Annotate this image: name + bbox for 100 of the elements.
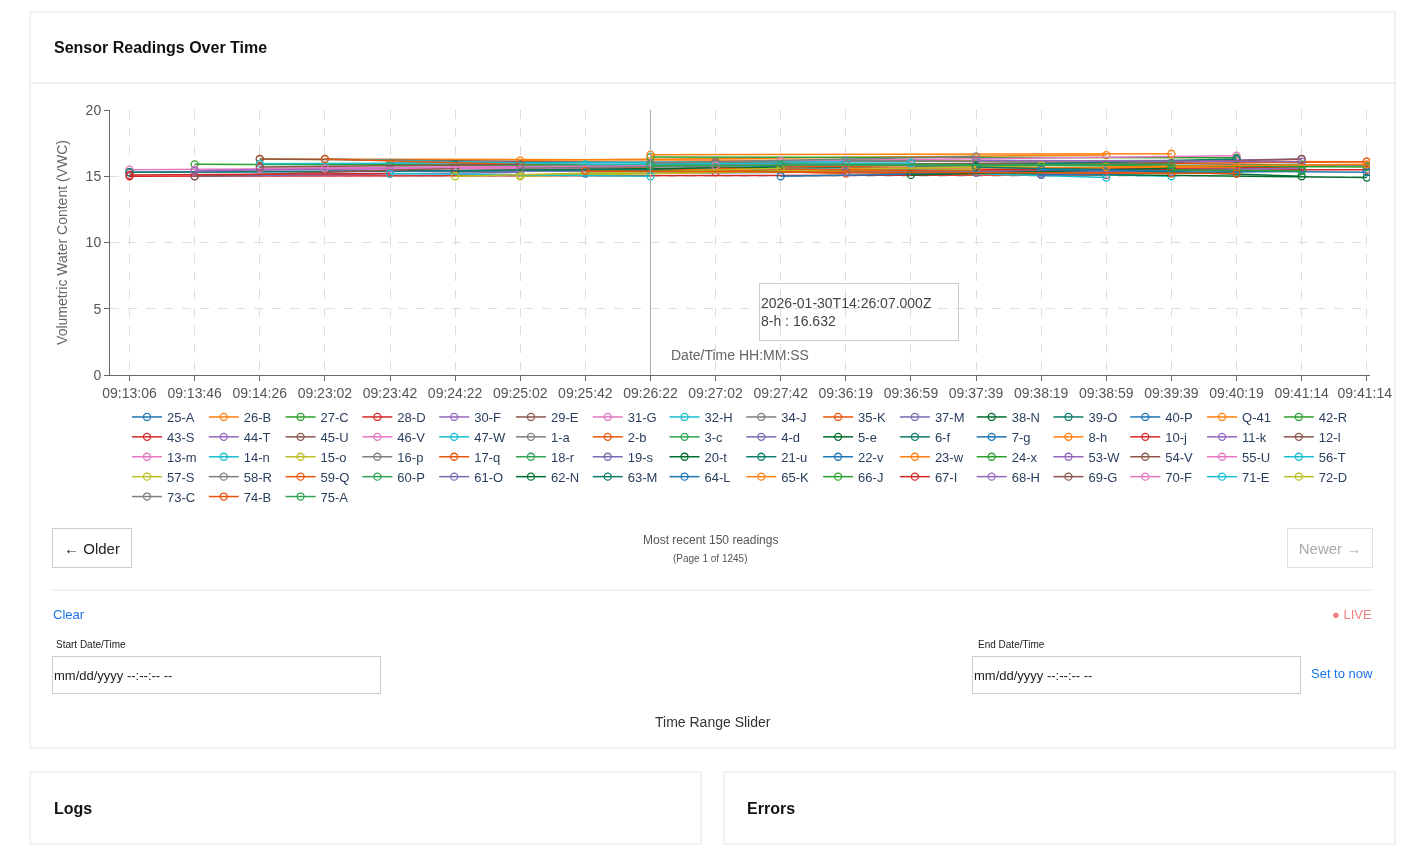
legend-label: 15-o bbox=[320, 449, 347, 465]
legend-label: 57-S bbox=[167, 469, 195, 485]
text: mm/dd/yyyy --:--:-- -- bbox=[974, 667, 1093, 683]
chart-title: Sensor Readings Over Time bbox=[54, 38, 268, 56]
legend-label: 66-J bbox=[858, 469, 884, 485]
legend-label: 27-C bbox=[320, 410, 349, 426]
y-tick-label: 20 bbox=[85, 101, 102, 118]
text: ← Older bbox=[64, 539, 120, 557]
legend-label: 13-m bbox=[167, 449, 197, 465]
x-tick-label: 09:13:06 bbox=[102, 384, 157, 401]
legend-label: 23-w bbox=[934, 449, 964, 465]
legend-label: 34-J bbox=[781, 410, 807, 426]
legend-label: 55-U bbox=[1242, 449, 1271, 465]
legend-label: 30-F bbox=[474, 410, 501, 426]
legend-label: 21-u bbox=[781, 449, 808, 465]
legend-label: 38-N bbox=[1011, 410, 1040, 426]
legend-label: 46-V bbox=[397, 429, 426, 445]
legend-label: 56-T bbox=[1318, 449, 1346, 465]
text: Clear bbox=[53, 607, 85, 622]
legend-label: 43-S bbox=[167, 429, 195, 445]
text: Time Range Slider bbox=[655, 714, 771, 730]
x-tick-label: 09:38:59 bbox=[1079, 384, 1134, 401]
legend-label: 32-H bbox=[704, 410, 733, 426]
x-tick-label: 09:23:02 bbox=[297, 384, 353, 401]
x-tick-label: 09:39:39 bbox=[1144, 384, 1199, 401]
text: ● LIVE bbox=[1332, 607, 1372, 622]
text: Start Date/Time bbox=[56, 639, 127, 650]
text: Errors bbox=[747, 800, 796, 817]
legend-label: 8-h bbox=[1088, 429, 1108, 445]
x-tick-label: 09:23:42 bbox=[362, 384, 418, 401]
legend-label: 53-W bbox=[1088, 449, 1121, 465]
y-tick-label: 10 bbox=[85, 234, 102, 251]
legend-label: 6-f bbox=[934, 429, 951, 445]
legend-label: 70-F bbox=[1165, 469, 1193, 485]
x-tick-label: 09:27:02 bbox=[688, 384, 744, 401]
legend-label: 17-q bbox=[474, 449, 501, 465]
text: Newer → bbox=[1298, 539, 1362, 557]
legend-label: 1-a bbox=[550, 429, 571, 445]
legend-label: 54-V bbox=[1165, 449, 1194, 465]
legend-label: 65-K bbox=[781, 469, 810, 485]
legend-label: 45-U bbox=[320, 429, 349, 445]
x-tick-label: 09:40:19 bbox=[1209, 384, 1264, 401]
legend-label: 5-e bbox=[858, 429, 877, 445]
text: Logs bbox=[54, 800, 93, 817]
text: Most recent 150 readings bbox=[643, 533, 779, 547]
x-tick-label: 09:36:19 bbox=[818, 384, 874, 401]
legend-label: 10-j bbox=[1165, 429, 1188, 445]
legend-label: 16-p bbox=[397, 449, 424, 465]
x-tick-label: 09:25:02 bbox=[492, 384, 548, 401]
legend-label: 40-P bbox=[1165, 410, 1193, 426]
y-axis-title: Volumetric Water Content (VWC) bbox=[54, 140, 71, 345]
legend-label: 73-C bbox=[167, 489, 196, 505]
legend-label: 24-x bbox=[1011, 449, 1038, 465]
legend-label: 42-R bbox=[1318, 410, 1348, 426]
x-tick-label: 09:38:19 bbox=[1013, 384, 1069, 401]
legend-label: 12-l bbox=[1318, 429, 1341, 445]
y-tick-label: 0 bbox=[93, 366, 102, 383]
legend-label: 37-M bbox=[934, 410, 965, 426]
legend-label: Q-41 bbox=[1242, 410, 1271, 426]
legend-label: 64-L bbox=[704, 469, 731, 485]
legend-label: 69-G bbox=[1088, 469, 1118, 485]
legend-label: 58-R bbox=[243, 469, 272, 485]
legend-label: 35-K bbox=[858, 410, 886, 426]
legend-label: 28-D bbox=[397, 410, 426, 426]
x-axis-title: Date/Time HH:MM:SS bbox=[671, 347, 809, 363]
y-tick-label: 15 bbox=[85, 168, 102, 185]
legend-label: 59-Q bbox=[320, 469, 350, 485]
text: Set to now bbox=[1311, 666, 1374, 681]
annotation: 2026-01-30T14:26:07.000Z 8-h : 16.632 bbox=[761, 294, 932, 330]
legend-label: 47-W bbox=[474, 429, 506, 445]
x-tick-label: 09:14:26 bbox=[232, 384, 288, 401]
legend-label: 7-g bbox=[1011, 429, 1031, 445]
legend-label: 39-O bbox=[1088, 410, 1118, 426]
legend-label: 4-d bbox=[781, 429, 801, 445]
x-tick-label: 09:36:59 bbox=[883, 384, 939, 401]
legend-label: 26-B bbox=[243, 410, 272, 426]
legend-label: 11-k bbox=[1242, 429, 1267, 445]
x-tick-label: 09:37:39 bbox=[948, 384, 1004, 401]
legend-label: 14-n bbox=[243, 449, 270, 465]
x-tick-label: 09:27:42 bbox=[753, 384, 809, 401]
legend-label: 29-E bbox=[550, 410, 579, 426]
text: (Page 1 of 1245) bbox=[673, 553, 748, 564]
legend-label: 63-M bbox=[627, 469, 658, 485]
legend-label: 25-A bbox=[167, 410, 195, 426]
legend-label: 22-v bbox=[858, 449, 884, 465]
legend-label: 31-G bbox=[627, 410, 657, 426]
legend-label: 44-T bbox=[243, 429, 271, 445]
y-tick-label: 5 bbox=[93, 300, 102, 317]
legend-label: 61-O bbox=[474, 469, 504, 485]
legend-label: 20-t bbox=[704, 449, 728, 465]
legend-label: 71-E bbox=[1242, 469, 1270, 485]
legend-label: 18-r bbox=[550, 449, 575, 465]
legend-label: 74-B bbox=[243, 489, 272, 505]
x-tick-label: 09:41:14 bbox=[1337, 384, 1396, 401]
legend-label: 75-A bbox=[320, 489, 349, 505]
text: End Date/Time bbox=[978, 639, 1045, 650]
x-tick-label: 09:24:22 bbox=[427, 384, 483, 401]
legend-label: 19-s bbox=[627, 449, 654, 465]
legend-label: 72-D bbox=[1318, 469, 1348, 485]
legend-label: 68-H bbox=[1011, 469, 1040, 485]
